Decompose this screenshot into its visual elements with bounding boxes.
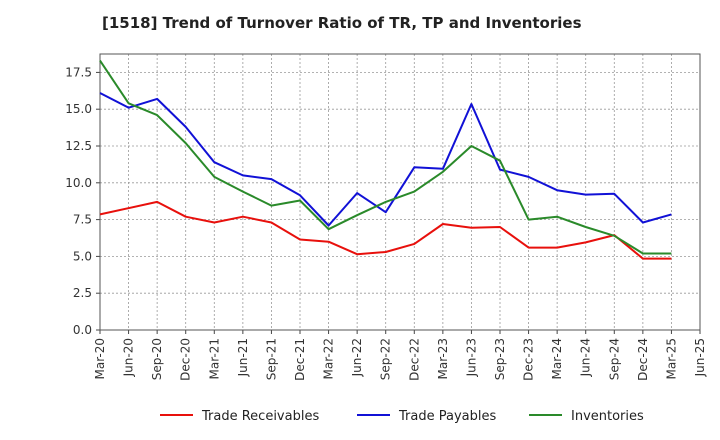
x-tick-label: Dec-22 (407, 338, 421, 381)
plot-frame (99, 53, 701, 331)
x-tick-label: Jun-23 (464, 338, 478, 377)
legend-label: Trade Receivables (201, 409, 319, 424)
x-tick-label: Mar-25 (664, 338, 678, 379)
x-tick-label: Jun-22 (350, 338, 364, 377)
x-tick-label: Sep-21 (264, 338, 278, 380)
y-tick-label: 0.0 (73, 323, 92, 337)
x-tick-label: Dec-23 (522, 338, 536, 381)
x-tick-label: Mar-21 (207, 338, 221, 379)
x-tick-label: Sep-22 (379, 338, 393, 380)
y-tick-label: 5.0 (73, 249, 92, 263)
legend-label: Trade Payables (398, 409, 496, 424)
x-tick-label: Jun-25 (693, 338, 707, 377)
series-line-trade-payables (99, 92, 672, 227)
x-tick-label: Mar-24 (550, 338, 564, 379)
x-tick-label: Dec-21 (293, 338, 307, 381)
x-tick-label: Jun-21 (236, 338, 250, 377)
x-tick-label: Mar-22 (322, 338, 336, 379)
y-tick-label: 12.5 (65, 139, 92, 153)
x-tick-label: Sep-20 (150, 338, 164, 380)
series-line-inventories (99, 60, 672, 255)
y-tick-label: 2.5 (73, 286, 92, 300)
legend-label: Inventories (571, 409, 644, 424)
x-tick-label: Dec-20 (179, 338, 193, 381)
y-tick-label: 10.0 (65, 176, 92, 190)
x-tick-label: Jun-20 (122, 338, 136, 377)
x-tick-label: Sep-23 (493, 338, 507, 380)
x-tick-label: Mar-20 (93, 338, 107, 379)
series-line-trade-receivables (99, 200, 672, 260)
x-tick-label: Mar-23 (436, 338, 450, 379)
y-tick-label: 17.5 (65, 65, 92, 79)
y-tick-label: 15.0 (65, 102, 92, 116)
y-tick-label: 7.5 (73, 213, 92, 227)
chart-title: [1518] Trend of Turnover Ratio of TR, TP… (102, 14, 582, 32)
x-tick-label: Sep-24 (607, 338, 621, 380)
x-tick-label: Jun-24 (579, 338, 593, 377)
x-tick-label: Dec-24 (636, 338, 650, 381)
